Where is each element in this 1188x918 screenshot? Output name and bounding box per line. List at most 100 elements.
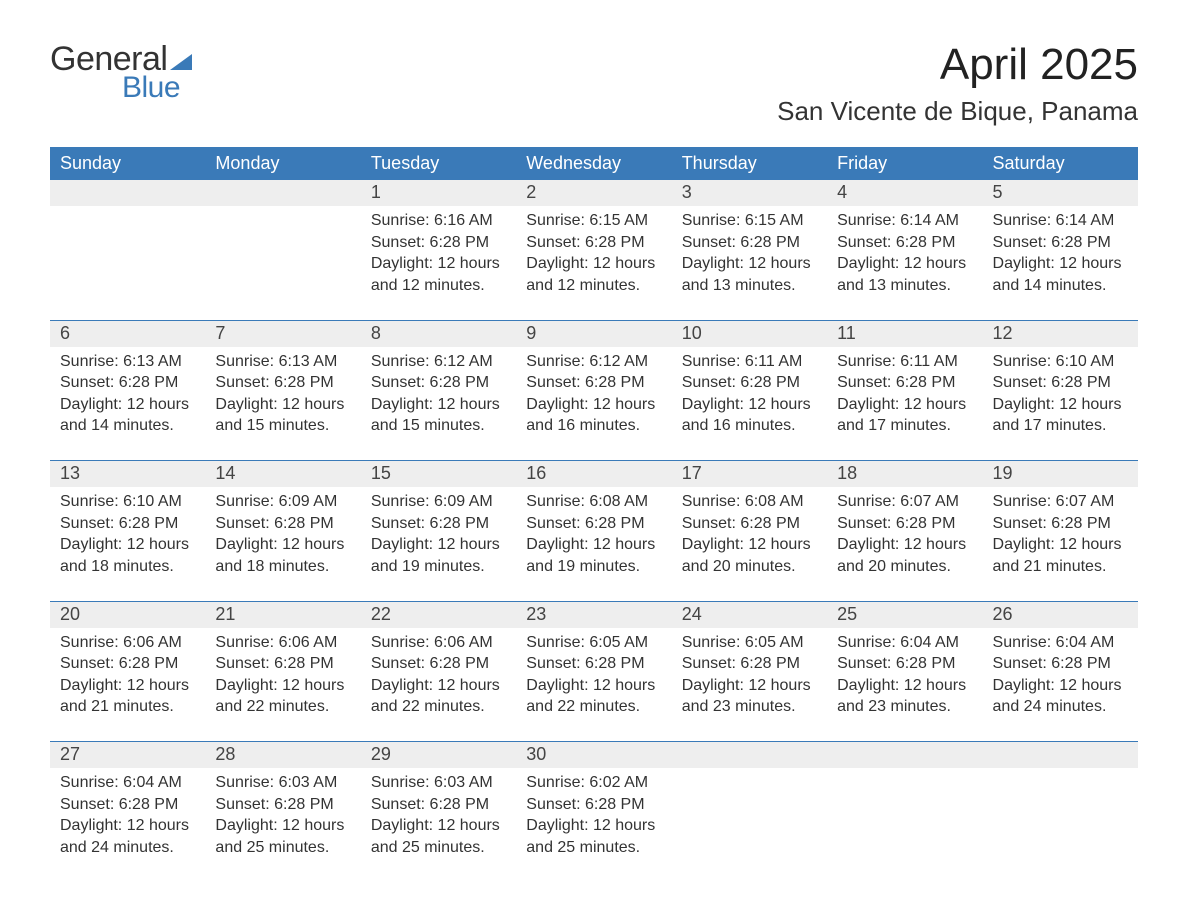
sunrise-text: Sunrise: 6:16 AM xyxy=(371,210,506,232)
daylight1-text: Daylight: 12 hours xyxy=(526,253,661,275)
page-header: General Blue April 2025 San Vicente de B… xyxy=(50,40,1138,127)
sunrise-text: Sunrise: 6:04 AM xyxy=(993,632,1128,654)
daylight2-text: and 21 minutes. xyxy=(993,556,1128,578)
daylight1-text: Daylight: 12 hours xyxy=(60,675,195,697)
sunrise-text: Sunrise: 6:11 AM xyxy=(837,351,972,373)
sunrise-text: Sunrise: 6:08 AM xyxy=(682,491,817,513)
day-number: 20 xyxy=(50,602,205,628)
daylight2-text: and 23 minutes. xyxy=(682,696,817,718)
sunset-text: Sunset: 6:28 PM xyxy=(526,794,661,816)
day-cell: Sunrise: 6:16 AMSunset: 6:28 PMDaylight:… xyxy=(361,206,516,302)
day-cell: Sunrise: 6:07 AMSunset: 6:28 PMDaylight:… xyxy=(827,487,982,583)
day-cell: Sunrise: 6:12 AMSunset: 6:28 PMDaylight:… xyxy=(361,347,516,443)
sunset-text: Sunset: 6:28 PM xyxy=(371,513,506,535)
daylight2-text: and 19 minutes. xyxy=(371,556,506,578)
sunset-text: Sunset: 6:28 PM xyxy=(215,794,350,816)
day-number: 24 xyxy=(672,602,827,628)
day-cell: Sunrise: 6:14 AMSunset: 6:28 PMDaylight:… xyxy=(983,206,1138,302)
daylight2-text: and 16 minutes. xyxy=(682,415,817,437)
day-cell: Sunrise: 6:04 AMSunset: 6:28 PMDaylight:… xyxy=(827,628,982,724)
daylight2-text: and 21 minutes. xyxy=(60,696,195,718)
sunrise-text: Sunrise: 6:11 AM xyxy=(682,351,817,373)
weekday-header: Monday xyxy=(205,147,360,180)
day-number: 10 xyxy=(672,321,827,347)
day-cell: Sunrise: 6:09 AMSunset: 6:28 PMDaylight:… xyxy=(205,487,360,583)
daylight2-text: and 17 minutes. xyxy=(837,415,972,437)
sunrise-text: Sunrise: 6:04 AM xyxy=(837,632,972,654)
sunset-text: Sunset: 6:28 PM xyxy=(526,513,661,535)
day-cell: Sunrise: 6:13 AMSunset: 6:28 PMDaylight:… xyxy=(50,347,205,443)
sunset-text: Sunset: 6:28 PM xyxy=(60,372,195,394)
daylight1-text: Daylight: 12 hours xyxy=(371,815,506,837)
daylight1-text: Daylight: 12 hours xyxy=(682,394,817,416)
day-number: 18 xyxy=(827,461,982,487)
sunset-text: Sunset: 6:28 PM xyxy=(682,513,817,535)
daylight1-text: Daylight: 12 hours xyxy=(215,815,350,837)
daylight2-text: and 20 minutes. xyxy=(837,556,972,578)
day-number: 8 xyxy=(361,321,516,347)
day-number: 28 xyxy=(205,742,360,768)
day-cell: Sunrise: 6:12 AMSunset: 6:28 PMDaylight:… xyxy=(516,347,671,443)
sunset-text: Sunset: 6:28 PM xyxy=(682,232,817,254)
day-cell: Sunrise: 6:10 AMSunset: 6:28 PMDaylight:… xyxy=(983,347,1138,443)
sunrise-text: Sunrise: 6:12 AM xyxy=(371,351,506,373)
sunrise-text: Sunrise: 6:04 AM xyxy=(60,772,195,794)
sunrise-text: Sunrise: 6:12 AM xyxy=(526,351,661,373)
calendar-table: SundayMondayTuesdayWednesdayThursdayFrid… xyxy=(50,147,1138,864)
sunrise-text: Sunrise: 6:10 AM xyxy=(60,491,195,513)
day-cell: Sunrise: 6:06 AMSunset: 6:28 PMDaylight:… xyxy=(205,628,360,724)
day-cell: Sunrise: 6:07 AMSunset: 6:28 PMDaylight:… xyxy=(983,487,1138,583)
daylight1-text: Daylight: 12 hours xyxy=(526,394,661,416)
day-cell: Sunrise: 6:05 AMSunset: 6:28 PMDaylight:… xyxy=(516,628,671,724)
sunset-text: Sunset: 6:28 PM xyxy=(993,513,1128,535)
day-number: 4 xyxy=(827,180,982,206)
daylight2-text: and 14 minutes. xyxy=(993,275,1128,297)
daylight1-text: Daylight: 12 hours xyxy=(682,253,817,275)
empty-cell xyxy=(50,206,205,302)
daylight1-text: Daylight: 12 hours xyxy=(371,253,506,275)
day-cell: Sunrise: 6:11 AMSunset: 6:28 PMDaylight:… xyxy=(827,347,982,443)
day-number: 5 xyxy=(983,180,1138,206)
daylight2-text: and 24 minutes. xyxy=(60,837,195,859)
daylight2-text: and 13 minutes. xyxy=(682,275,817,297)
daylight1-text: Daylight: 12 hours xyxy=(60,815,195,837)
title-block: April 2025 San Vicente de Bique, Panama xyxy=(777,40,1138,127)
sunrise-text: Sunrise: 6:08 AM xyxy=(526,491,661,513)
daylight1-text: Daylight: 12 hours xyxy=(993,394,1128,416)
day-number: 16 xyxy=(516,461,671,487)
daylight1-text: Daylight: 12 hours xyxy=(837,675,972,697)
sunset-text: Sunset: 6:28 PM xyxy=(371,653,506,675)
weekday-header: Friday xyxy=(827,147,982,180)
sunset-text: Sunset: 6:28 PM xyxy=(526,653,661,675)
daylight1-text: Daylight: 12 hours xyxy=(60,394,195,416)
day-number: 26 xyxy=(983,602,1138,628)
sunset-text: Sunset: 6:28 PM xyxy=(837,372,972,394)
daylight1-text: Daylight: 12 hours xyxy=(837,253,972,275)
day-cell: Sunrise: 6:09 AMSunset: 6:28 PMDaylight:… xyxy=(361,487,516,583)
daylight1-text: Daylight: 12 hours xyxy=(837,394,972,416)
day-number: 7 xyxy=(205,321,360,347)
day-cell: Sunrise: 6:14 AMSunset: 6:28 PMDaylight:… xyxy=(827,206,982,302)
sunset-text: Sunset: 6:28 PM xyxy=(837,653,972,675)
daylight1-text: Daylight: 12 hours xyxy=(526,675,661,697)
brand-word2: Blue xyxy=(122,71,180,105)
daylight1-text: Daylight: 12 hours xyxy=(215,394,350,416)
day-cell: Sunrise: 6:15 AMSunset: 6:28 PMDaylight:… xyxy=(516,206,671,302)
day-number: 25 xyxy=(827,602,982,628)
daylight2-text: and 25 minutes. xyxy=(371,837,506,859)
sunrise-text: Sunrise: 6:05 AM xyxy=(682,632,817,654)
day-number: 27 xyxy=(50,742,205,768)
daylight1-text: Daylight: 12 hours xyxy=(215,534,350,556)
sunrise-text: Sunrise: 6:06 AM xyxy=(371,632,506,654)
location-subtitle: San Vicente de Bique, Panama xyxy=(777,96,1138,127)
sunset-text: Sunset: 6:28 PM xyxy=(60,513,195,535)
day-number: 13 xyxy=(50,461,205,487)
sunset-text: Sunset: 6:28 PM xyxy=(215,513,350,535)
info-row: Sunrise: 6:16 AMSunset: 6:28 PMDaylight:… xyxy=(50,206,1138,302)
sunset-text: Sunset: 6:28 PM xyxy=(371,794,506,816)
sunrise-text: Sunrise: 6:03 AM xyxy=(371,772,506,794)
daylight2-text: and 20 minutes. xyxy=(682,556,817,578)
daylight2-text: and 12 minutes. xyxy=(526,275,661,297)
daylight1-text: Daylight: 12 hours xyxy=(215,675,350,697)
daylight2-text: and 19 minutes. xyxy=(526,556,661,578)
